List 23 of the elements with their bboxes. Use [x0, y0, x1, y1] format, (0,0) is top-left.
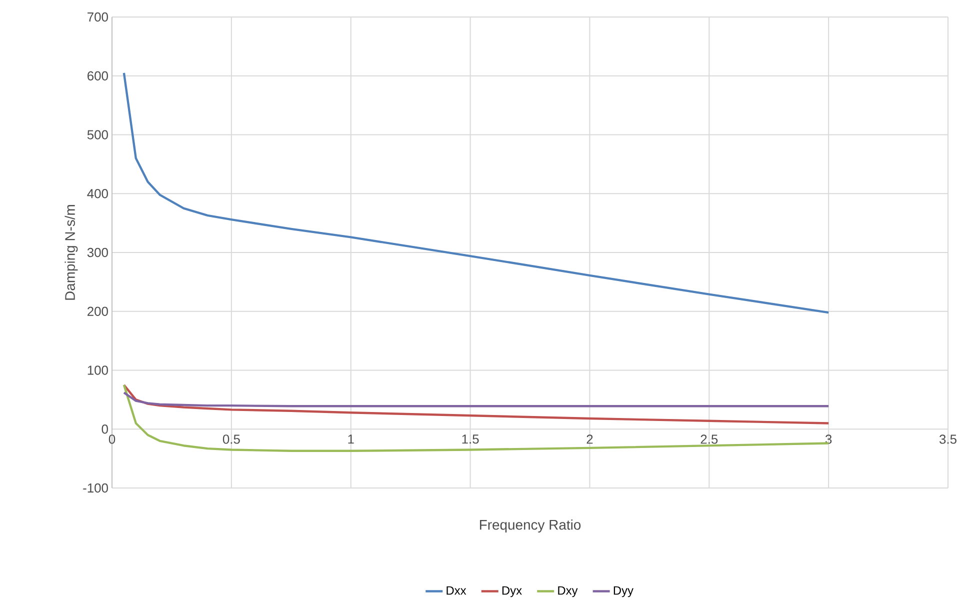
- y-tick-label: 100: [88, 366, 108, 375]
- x-tick-label: 2.5: [700, 434, 718, 444]
- y-axis-title: Damping N-s/m: [64, 204, 78, 300]
- x-axis-title: Frequency Ratio: [480, 519, 581, 532]
- legend-label: Dxx: [446, 586, 466, 595]
- y-tick-label: 0: [102, 424, 108, 434]
- x-tick-label: 3.5: [940, 434, 956, 444]
- legend-label: Dyy: [614, 586, 634, 598]
- x-tick-label: 1: [348, 434, 354, 444]
- y-tick-label: 600: [88, 71, 108, 80]
- x-tick-label: 2: [586, 434, 593, 444]
- y-tick-label: 300: [87, 248, 108, 258]
- x-tick-label: 1.5: [462, 434, 479, 444]
- legend-label: Dyx: [502, 586, 522, 598]
- legend-label: Dxy: [558, 586, 578, 598]
- y-tick-label: 500: [87, 130, 108, 140]
- y-tick-label: 700: [88, 12, 108, 22]
- line-series: [122, 72, 830, 314]
- y-tick-label: -100: [83, 483, 108, 493]
- x-tick-label: 0.5: [222, 434, 240, 444]
- y-tick-label: 400: [87, 189, 108, 198]
- x-tick-label: 0: [108, 434, 116, 444]
- y-tick-label: 200: [88, 306, 108, 316]
